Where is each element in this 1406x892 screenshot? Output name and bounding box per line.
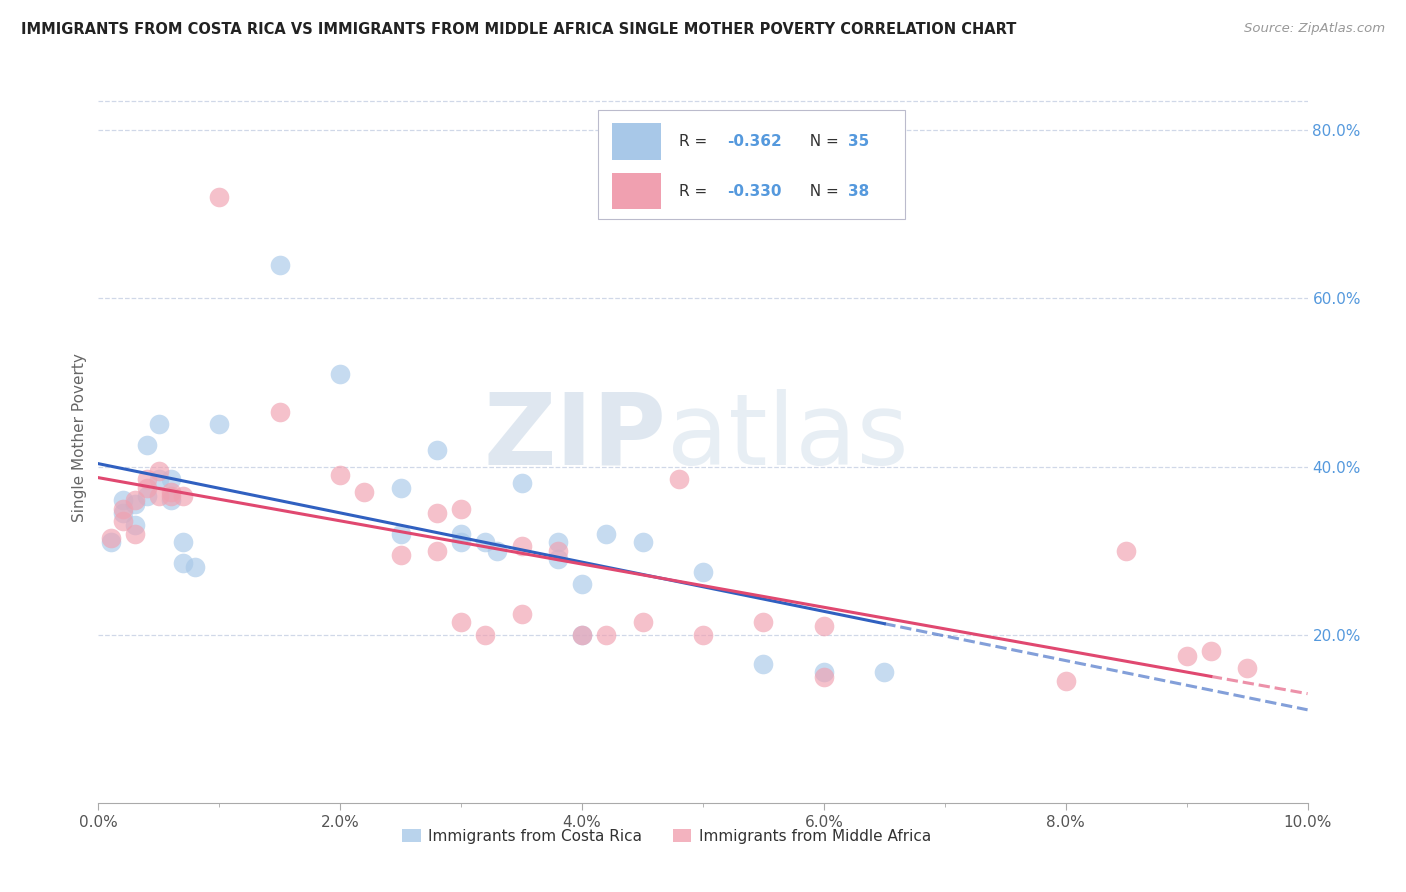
Point (160, 472, 183, 486)
Point (595, 627, 617, 641)
Point (124, 526, 146, 541)
Point (668, 472, 690, 486)
Point (111, 501, 134, 516)
Point (1054, 673, 1077, 688)
Text: IMMIGRANTS FROM COSTA RICA VS IMMIGRANTS FROM MIDDLE AFRICA SINGLE MOTHER POVERT: IMMIGRANTS FROM COSTA RICA VS IMMIGRANTS… (21, 22, 1017, 37)
Text: Source: ZipAtlas.com: Source: ZipAtlas.com (1244, 22, 1385, 36)
Point (160, 493, 183, 508)
Point (135, 438, 157, 452)
Text: N =: N = (800, 184, 844, 199)
Point (547, 535, 569, 549)
Point (752, 615, 775, 629)
Point (184, 560, 207, 574)
Point (100, 535, 122, 549)
Point (631, 615, 654, 629)
Point (160, 484, 183, 499)
Point (486, 543, 509, 558)
FancyBboxPatch shape (613, 123, 661, 160)
Point (148, 489, 170, 503)
Point (450, 501, 472, 516)
Point (1175, 648, 1198, 663)
Text: N =: N = (800, 134, 844, 149)
Text: ZIP: ZIP (484, 389, 666, 485)
Text: -0.362: -0.362 (727, 134, 782, 149)
Point (111, 506, 134, 520)
Point (692, 565, 714, 579)
Point (172, 556, 194, 570)
Y-axis label: Single Mother Poverty: Single Mother Poverty (72, 352, 87, 522)
Point (148, 417, 170, 432)
Point (269, 405, 291, 419)
Point (135, 472, 157, 486)
Point (426, 506, 449, 520)
Text: 35: 35 (848, 134, 869, 149)
Point (160, 489, 183, 503)
Point (813, 670, 835, 684)
Point (631, 535, 654, 549)
FancyBboxPatch shape (613, 173, 661, 210)
Point (547, 543, 569, 558)
Point (148, 464, 170, 478)
Text: R =: R = (679, 184, 711, 199)
Point (510, 607, 533, 621)
Point (571, 577, 593, 591)
Point (595, 526, 617, 541)
Point (510, 476, 533, 491)
Point (813, 665, 835, 680)
Point (329, 467, 352, 482)
Point (474, 627, 496, 641)
Point (1236, 661, 1258, 675)
Point (208, 190, 231, 204)
FancyBboxPatch shape (598, 110, 905, 219)
Point (353, 484, 375, 499)
Point (450, 526, 472, 541)
Text: 38: 38 (848, 184, 869, 199)
Point (426, 543, 449, 558)
Point (135, 489, 157, 503)
Point (111, 493, 134, 508)
Point (389, 526, 412, 541)
Point (389, 548, 412, 562)
Point (474, 535, 496, 549)
Legend: Immigrants from Costa Rica, Immigrants from Middle Africa: Immigrants from Costa Rica, Immigrants f… (396, 822, 938, 850)
Point (172, 535, 194, 549)
Point (124, 518, 146, 533)
Point (208, 417, 231, 432)
Point (692, 627, 714, 641)
Point (450, 535, 472, 549)
Point (450, 615, 472, 629)
Point (1199, 644, 1222, 658)
Point (571, 627, 593, 641)
Point (100, 531, 122, 545)
Text: -0.330: -0.330 (727, 184, 782, 199)
Point (124, 497, 146, 511)
Point (547, 552, 569, 566)
Text: atlas: atlas (666, 389, 908, 485)
Text: R =: R = (679, 134, 711, 149)
Point (873, 665, 896, 680)
Point (426, 442, 449, 457)
Point (148, 472, 170, 486)
Point (111, 514, 134, 528)
Point (172, 489, 194, 503)
Point (329, 367, 352, 381)
Point (510, 540, 533, 554)
Point (135, 481, 157, 495)
Point (1115, 543, 1137, 558)
Point (813, 619, 835, 633)
Point (269, 258, 291, 272)
Point (571, 627, 593, 641)
Point (124, 493, 146, 508)
Point (752, 657, 775, 671)
Point (389, 481, 412, 495)
